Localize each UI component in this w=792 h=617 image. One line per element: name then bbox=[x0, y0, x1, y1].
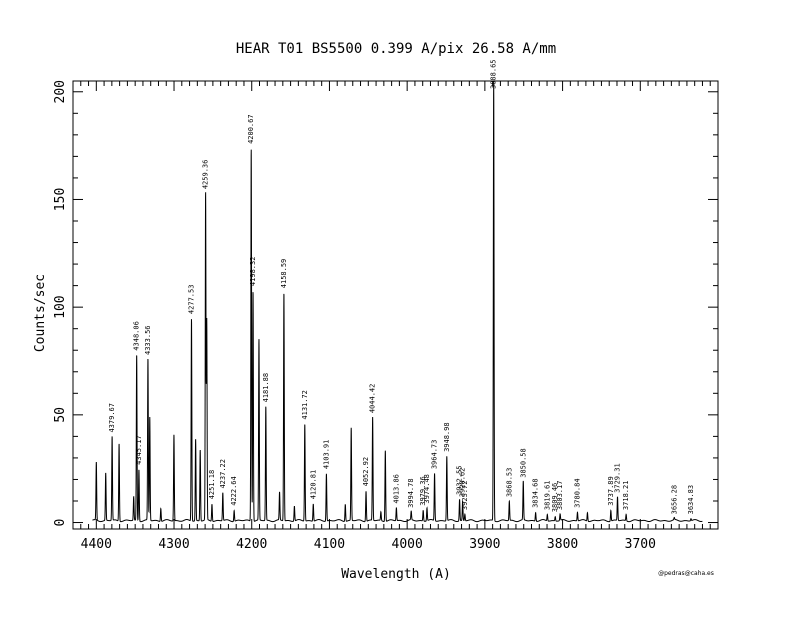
peak-label: 4013.86 bbox=[392, 474, 400, 504]
y-tick-label: 50 bbox=[53, 407, 68, 423]
peak-label: 4237.22 bbox=[219, 459, 227, 489]
peak-label: 4198.32 bbox=[249, 257, 257, 287]
peak-labels: 4379.67 4348.06 4345.17 4333.56 4277.53 4259.… bbox=[108, 59, 695, 514]
peak-label: 3737.89 bbox=[607, 476, 615, 506]
peak-label: 4333.56 bbox=[144, 325, 152, 355]
credit-text: @pedras@caha.es bbox=[658, 570, 714, 577]
peak-label: 3868.53 bbox=[505, 468, 513, 498]
peak-label: 4052.92 bbox=[362, 457, 370, 487]
y-axis-label: Counts/sec bbox=[33, 274, 48, 352]
peak-label: 3925.72 bbox=[461, 481, 469, 511]
x-tick-label: 3700 bbox=[625, 537, 656, 552]
x-tick-label: 4100 bbox=[314, 537, 345, 552]
peak-label: 3932.55 bbox=[456, 465, 464, 495]
peak-label: 4251.18 bbox=[208, 470, 216, 500]
peak-label: 4259.36 bbox=[202, 160, 210, 190]
peak-label: 4277.53 bbox=[187, 285, 195, 315]
x-tick-label: 4000 bbox=[392, 537, 423, 552]
axis-ticks: 4400 4300 4200 4100 4000 3900 3800 3700 0 50 100 15… bbox=[53, 80, 718, 552]
y-tick-label: 100 bbox=[53, 295, 68, 318]
peak-label: 3928.62 bbox=[459, 468, 467, 498]
x-tick-label: 4200 bbox=[236, 537, 267, 552]
plot-frame bbox=[72, 80, 719, 530]
peak-label: 4158.59 bbox=[280, 259, 288, 289]
peak-label: 3819.61 bbox=[543, 481, 551, 511]
x-tick-label: 3900 bbox=[469, 537, 500, 552]
peak-label: 3850.58 bbox=[519, 448, 527, 478]
peak-label: 4044.42 bbox=[369, 384, 377, 414]
peak-label: 4348.06 bbox=[133, 321, 141, 351]
peak-label: 3888.65 bbox=[490, 59, 498, 89]
peak-label: 3809.46 bbox=[551, 483, 559, 513]
peak-label: 4181.88 bbox=[262, 373, 270, 403]
spectrum-line bbox=[92, 81, 703, 523]
x-tick-label: 4400 bbox=[81, 537, 112, 552]
peak-label: 4222.64 bbox=[230, 476, 238, 506]
peak-label: 4345.17 bbox=[135, 435, 143, 465]
peak-label: 3718.21 bbox=[622, 481, 630, 511]
peak-label: 3656.28 bbox=[670, 485, 678, 515]
y-tick-label: 200 bbox=[53, 80, 68, 103]
peak-label: 3780.84 bbox=[573, 478, 581, 508]
peak-label: 3729.31 bbox=[614, 463, 622, 493]
peak-label: 3948.98 bbox=[443, 422, 451, 452]
chart-title: HEAR T01 BS5500 0.399 A/pix 26.58 A/mm bbox=[236, 41, 556, 57]
peak-label: 3974.48 bbox=[423, 474, 431, 504]
peak-label: 3803.17 bbox=[556, 481, 564, 511]
y-tick-label: 0 bbox=[53, 519, 68, 527]
x-axis-label: Wavelength (A) bbox=[341, 567, 451, 582]
peak-label: 4379.67 bbox=[108, 403, 116, 433]
peak-label: 3964.73 bbox=[431, 440, 439, 470]
peak-label: 3834.68 bbox=[532, 478, 540, 508]
x-tick-label: 4300 bbox=[158, 537, 189, 552]
peak-label: 4200.67 bbox=[247, 114, 255, 144]
peak-label: 4120.81 bbox=[309, 470, 317, 500]
peak-label: 4131.72 bbox=[301, 390, 309, 420]
peak-label: 3994.78 bbox=[407, 478, 415, 508]
peak-label: 3979.36 bbox=[419, 476, 427, 506]
y-tick-label: 150 bbox=[53, 188, 68, 211]
peak-label: 3634.83 bbox=[687, 485, 695, 515]
x-tick-label: 3800 bbox=[547, 537, 578, 552]
spectrum-series bbox=[92, 81, 703, 523]
peak-label: 4103.91 bbox=[322, 440, 330, 470]
